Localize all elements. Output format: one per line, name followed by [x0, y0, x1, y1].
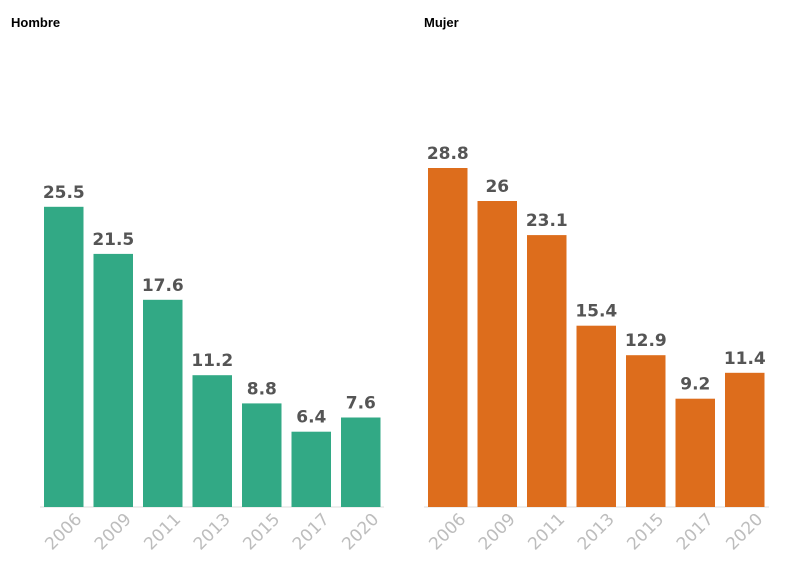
- tick-label-mujer-2020: 2020: [722, 510, 767, 555]
- bar-hombre-2020: [341, 417, 381, 507]
- value-label-mujer-2009: 26: [485, 177, 509, 197]
- panel-hombre: 25.5 2006 21.5 2009 17.6 2011 11.2 2013 8.8 2015 6…: [41, 183, 383, 555]
- bar-hombre-2011: [143, 299, 183, 507]
- bar-hombre-2013: [192, 375, 232, 507]
- bar-mujer-2009: [477, 201, 517, 507]
- value-label-mujer-2020: 11.4: [724, 349, 766, 369]
- tick-label-mujer-2013: 2013: [574, 510, 619, 555]
- bar-hombre-2006: [44, 206, 84, 508]
- tick-label-mujer-2011: 2011: [524, 510, 569, 555]
- tick-label-hombre-2011: 2011: [140, 510, 185, 555]
- bar-hombre-2015: [242, 403, 282, 507]
- tick-label-mujer-2017: 2017: [673, 510, 718, 555]
- bar-mujer-2011: [527, 235, 567, 507]
- bar-hombre-2017: [291, 431, 331, 507]
- tick-label-hombre-2006: 2006: [41, 510, 86, 555]
- panel-title-mujer: Mujer: [424, 15, 459, 30]
- tick-label-mujer-2006: 2006: [425, 510, 470, 555]
- tick-label-hombre-2020: 2020: [338, 510, 383, 555]
- bar-hombre-2009: [93, 253, 133, 507]
- value-label-hombre-2009: 21.5: [92, 230, 134, 250]
- bar-mujer-2017: [675, 398, 715, 507]
- panel-title-hombre: Hombre: [11, 15, 60, 30]
- bar-mujer-2015: [626, 355, 666, 507]
- tick-label-hombre-2017: 2017: [289, 510, 334, 555]
- value-label-hombre-2015: 8.8: [247, 379, 277, 399]
- value-label-hombre-2017: 6.4: [296, 408, 326, 428]
- value-label-mujer-2011: 23.1: [526, 211, 568, 231]
- value-label-mujer-2015: 12.9: [625, 331, 667, 351]
- tick-label-mujer-2015: 2015: [623, 510, 668, 555]
- value-label-hombre-2020: 7.6: [346, 394, 376, 414]
- tick-label-mujer-2009: 2009: [475, 510, 520, 555]
- value-label-mujer-2013: 15.4: [575, 302, 617, 322]
- bar-mujer-2020: [725, 372, 765, 507]
- tick-label-hombre-2009: 2009: [91, 510, 136, 555]
- value-label-hombre-2006: 25.5: [43, 183, 85, 203]
- panel-mujer: 28.8 2006 26 2009 23.1 2011 15.4 2013 12.9 2015 9.…: [425, 144, 767, 554]
- value-label-hombre-2013: 11.2: [191, 351, 233, 371]
- value-label-mujer-2006: 28.8: [427, 144, 469, 164]
- value-label-mujer-2017: 9.2: [680, 375, 710, 395]
- tick-label-hombre-2013: 2013: [190, 510, 235, 555]
- bar-mujer-2013: [576, 325, 616, 507]
- tick-label-hombre-2015: 2015: [239, 510, 284, 555]
- value-label-hombre-2011: 17.6: [142, 276, 184, 296]
- bar-mujer-2006: [428, 168, 468, 507]
